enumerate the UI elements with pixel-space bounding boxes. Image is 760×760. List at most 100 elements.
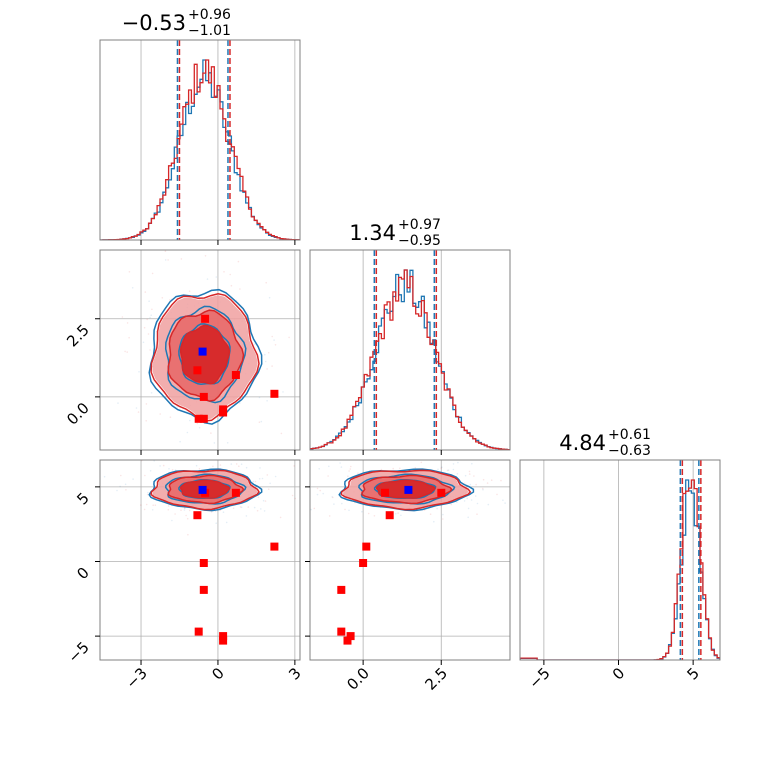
histogram-1 (310, 250, 510, 450)
sample-point (201, 456, 203, 458)
sample-point (169, 299, 171, 301)
sample-point (227, 457, 229, 459)
sample-point (222, 511, 225, 513)
sample-point (318, 468, 321, 470)
red-marker (199, 559, 208, 567)
sample-point (206, 278, 209, 280)
sample-point (265, 281, 268, 284)
sample-point (167, 508, 170, 511)
sample-point (482, 478, 485, 481)
red-marker (359, 559, 368, 567)
histogram-blue-1 (310, 269, 510, 450)
sample-point (442, 518, 444, 520)
sample-point (303, 490, 305, 492)
sample-point (189, 236, 191, 238)
sample-point (189, 419, 191, 422)
sample-point (267, 488, 270, 491)
red-marker (385, 511, 394, 520)
sample-point (183, 509, 186, 511)
sample-point (266, 368, 268, 370)
sample-point (267, 351, 270, 354)
sample-point (254, 480, 257, 483)
contour-line-red (179, 324, 231, 385)
x-tick-label-0-0: −3 (122, 664, 150, 692)
sample-point (169, 416, 172, 419)
sample-point (142, 341, 145, 344)
sample-point (322, 492, 325, 495)
sample-point (294, 497, 297, 500)
sample-point (143, 326, 146, 329)
sample-point (456, 473, 459, 475)
contour-line-red (375, 479, 436, 499)
red-marker (362, 542, 371, 551)
sample-point (144, 474, 146, 477)
sample-point (464, 474, 467, 477)
sample-point (482, 488, 484, 491)
sample-point (414, 467, 417, 469)
sample-point (341, 502, 343, 505)
truth-marker (198, 485, 207, 494)
sample-point (151, 272, 154, 275)
x-tick-label-2-0: −5 (525, 664, 553, 692)
y-tick-label-1-1: 2.5 (63, 321, 93, 351)
sample-point (143, 508, 146, 511)
sample-point (126, 322, 129, 324)
sample-point (150, 314, 152, 317)
sample-point (456, 501, 458, 503)
sample-point (266, 474, 269, 476)
sample-point (229, 273, 231, 276)
sample-point (319, 489, 322, 492)
histogram-red-2 (520, 479, 720, 660)
sample-point (154, 504, 157, 507)
panel-frame (99, 249, 301, 451)
y-tick-label-2-1: 0 (73, 564, 92, 583)
contour-line-red (361, 474, 453, 505)
sample-point (212, 465, 214, 468)
sample-point (310, 508, 312, 511)
red-marker (193, 366, 202, 375)
sample-point (168, 468, 170, 470)
sample-point (436, 507, 438, 510)
sample-point (146, 318, 148, 321)
sample-point (151, 308, 153, 311)
sample-point (332, 496, 334, 499)
sample-point (486, 482, 489, 484)
red-marker (201, 314, 210, 323)
sample-point (429, 513, 432, 515)
sample-point (206, 455, 208, 457)
sample-point (171, 519, 173, 522)
sample-point (496, 493, 498, 496)
sample-point (282, 391, 284, 393)
sample-point (176, 405, 179, 408)
sample-point (291, 494, 294, 497)
sample-point (180, 509, 182, 512)
sample-point (261, 477, 264, 480)
sample-point (174, 513, 176, 515)
sample-point (466, 497, 469, 500)
sample-point (219, 464, 222, 466)
sample-point (344, 508, 346, 511)
panel-title-median-2: 4.84 (559, 431, 606, 455)
sample-point (116, 489, 118, 492)
sample-point (279, 516, 282, 519)
sample-point (132, 478, 134, 480)
sample-point (442, 513, 444, 516)
sample-point (165, 202, 167, 204)
sample-point (144, 291, 147, 293)
red-marker (219, 632, 228, 641)
sample-point (373, 515, 376, 517)
sample-point (232, 507, 235, 510)
panel-title-median-0: −0.53 (122, 11, 186, 35)
sample-point (245, 466, 248, 469)
sample-point (286, 504, 288, 506)
sample-point (124, 483, 127, 486)
sample-point (159, 465, 161, 467)
sample-point (119, 485, 121, 488)
sample-point (239, 402, 241, 404)
y-tick-label-2-0: −5 (64, 638, 92, 666)
sample-point (225, 521, 228, 524)
sample-point (400, 514, 402, 517)
sample-point (367, 512, 370, 515)
sample-point (260, 420, 263, 423)
sample-point (306, 265, 308, 267)
